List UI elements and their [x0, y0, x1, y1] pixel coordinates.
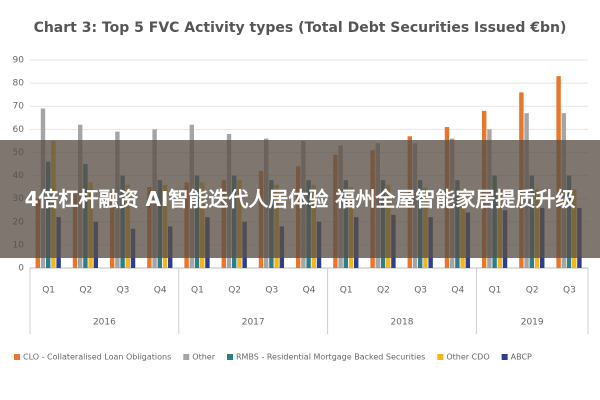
legend-label: RMBS - Residential Mortgage Backed Secur…	[236, 353, 425, 362]
chart-title: Chart 3: Top 5 FVC Activity types (Total…	[34, 20, 567, 36]
x-tick-label: Q3	[265, 286, 278, 296]
x-tick-label: Q2	[526, 286, 539, 296]
x-tick-label: Q3	[117, 286, 130, 296]
x-group-label: 2019	[521, 318, 544, 328]
y-tick-label: 90	[13, 56, 25, 66]
x-group-label: 2016	[93, 318, 116, 328]
x-tick-label: Q1	[489, 286, 502, 296]
x-group-label: 2018	[391, 318, 414, 328]
x-group-label: 2017	[242, 318, 265, 328]
legend-swatch	[14, 354, 20, 360]
x-tick-label: Q4	[451, 286, 464, 296]
y-tick-label: 60	[13, 125, 25, 135]
legend-swatch	[437, 354, 444, 360]
legend-swatch	[227, 354, 233, 360]
legend-label: CLO - Collateralised Loan Obligations	[23, 353, 171, 362]
x-tick-label: Q2	[79, 286, 92, 296]
y-tick-label: 70	[13, 102, 25, 112]
overlay-banner: 4倍杠杆融资 AI智能迭代人居体验 福州全屋智能家居提质升级	[0, 140, 600, 258]
legend-label: Other	[192, 353, 215, 362]
legend-swatch	[501, 354, 508, 360]
x-tick-label: Q1	[42, 286, 55, 296]
x-tick-label: Q3	[414, 286, 427, 296]
legend-swatch	[183, 354, 190, 360]
x-tick-label: Q3	[563, 286, 576, 296]
x-tick-label: Q4	[303, 286, 316, 296]
y-tick-label: 0	[18, 264, 24, 274]
legend-label: Other CDO	[446, 353, 489, 362]
x-tick-label: Q2	[377, 286, 390, 296]
legend-label: ABCP	[511, 353, 532, 362]
x-tick-label: Q2	[228, 286, 241, 296]
x-tick-label: Q4	[154, 286, 167, 296]
x-tick-label: Q1	[340, 286, 353, 296]
x-tick-label: Q1	[191, 286, 204, 296]
y-tick-label: 80	[13, 79, 25, 89]
